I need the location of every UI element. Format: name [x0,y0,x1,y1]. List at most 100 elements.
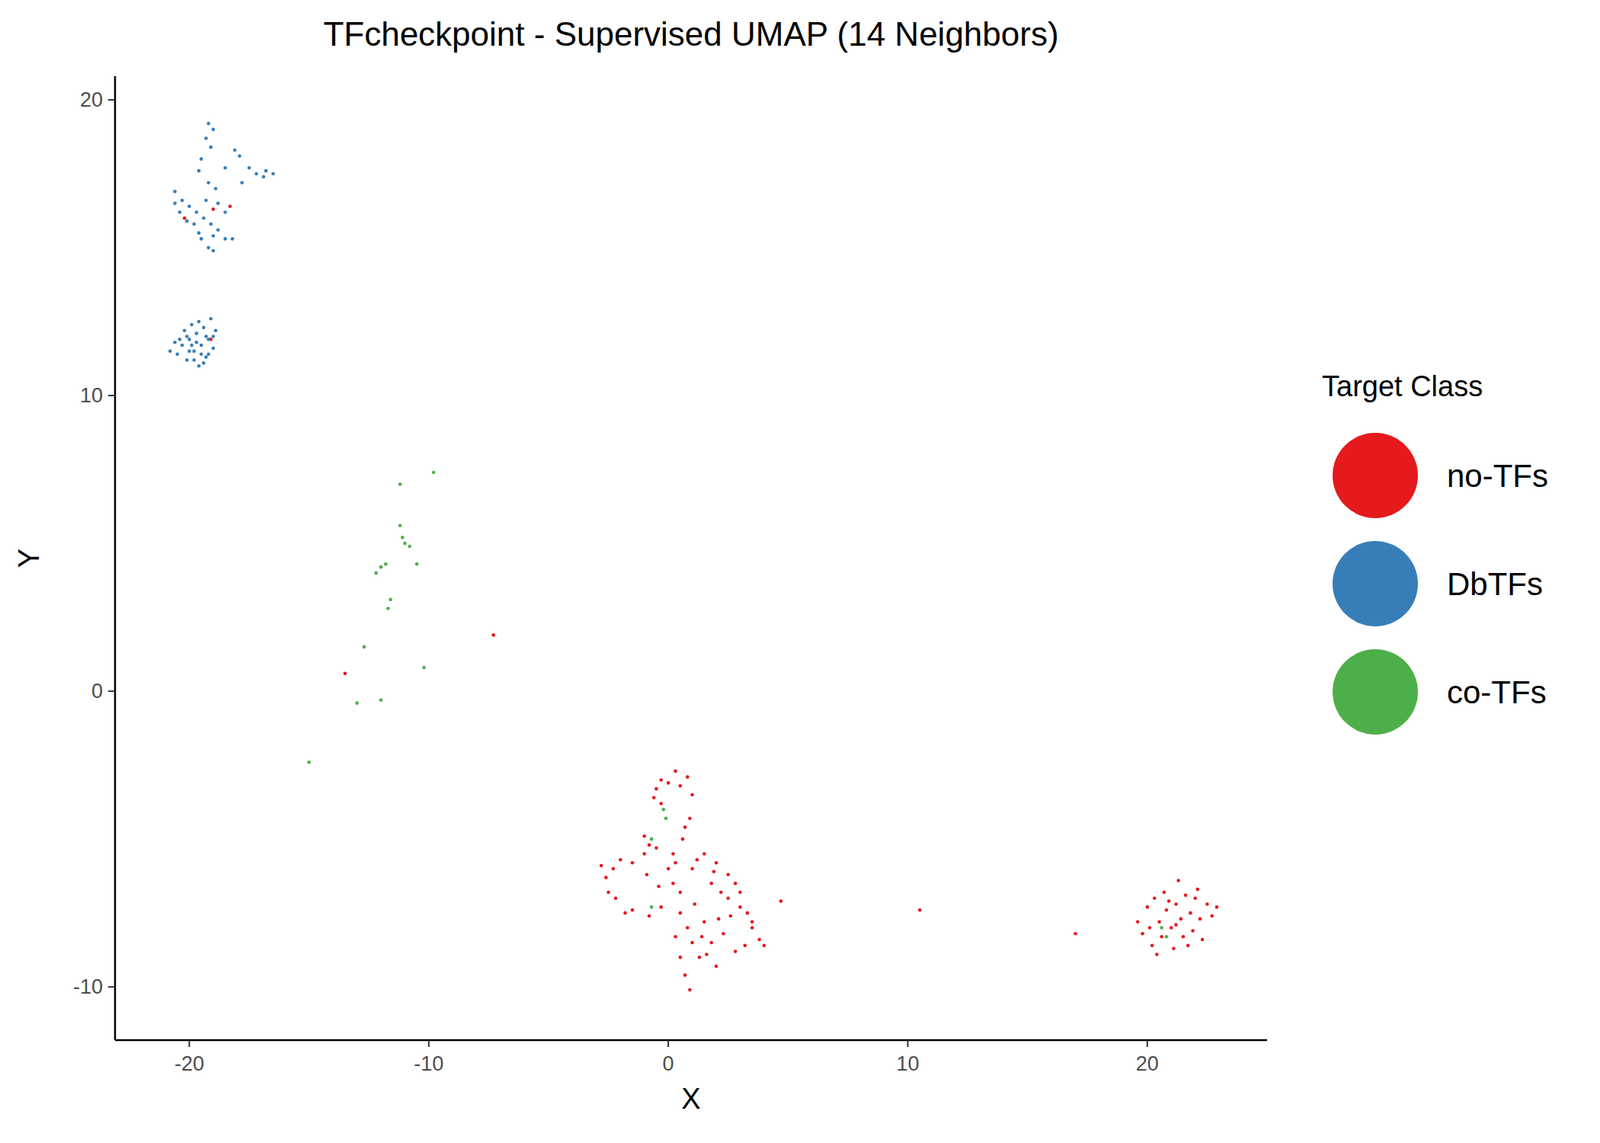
point [223,210,228,215]
point [247,166,252,170]
point [630,860,635,865]
point [750,925,755,930]
point [223,236,228,241]
point [206,352,211,356]
point [1215,905,1220,909]
point [642,851,647,856]
point [1198,917,1203,922]
point [388,598,393,602]
point [738,905,743,909]
point [614,896,618,900]
point [192,349,196,354]
point [659,777,663,782]
point [187,337,192,342]
point [1164,934,1169,939]
point [611,867,616,871]
point [1167,899,1172,903]
y-tick-label: 0 [91,679,103,703]
point [1073,931,1078,936]
point [681,837,685,842]
point [673,769,678,774]
point [172,201,177,206]
point [216,227,221,232]
point [187,204,192,208]
chart: TFcheckpoint - Supervised UMAP (14 Neigh… [0,0,1600,1143]
point [379,565,384,570]
x-axis-label: X [681,1082,701,1115]
series-0 [182,204,1219,992]
point [702,851,707,856]
x-tick-label: 0 [662,1052,675,1076]
series-2 [307,470,1168,939]
point [228,204,233,208]
y-tick [108,99,116,101]
point [1169,925,1174,930]
point [714,964,719,969]
point [688,988,692,992]
point [1196,887,1200,892]
point [649,837,654,842]
point [208,316,213,321]
legend-swatch [1332,649,1418,735]
point [714,860,719,865]
point [666,867,671,871]
x-tick [906,1040,909,1047]
point [254,172,259,176]
point [656,884,661,889]
point [400,535,405,540]
point [195,331,199,336]
point [712,870,717,874]
point [216,201,221,206]
point [642,834,647,839]
point [1157,919,1162,924]
point [168,349,173,354]
point [733,881,738,886]
point [407,544,412,549]
point [726,896,730,900]
point [386,606,391,611]
title: TFcheckpoint - Supervised UMAP (14 Neigh… [323,15,1059,53]
point [201,326,206,330]
points [168,121,1219,992]
point [1145,905,1150,909]
point [1193,896,1197,900]
point [307,760,311,765]
legend-swatch [1332,540,1418,627]
point [197,169,202,173]
point [201,361,206,365]
point [1179,917,1184,922]
point [206,121,211,126]
point [719,890,724,895]
point [211,334,216,339]
point [197,364,202,368]
point [673,934,678,939]
point [692,902,697,906]
point [206,246,211,250]
point [702,919,707,924]
point [491,633,496,637]
point [1209,914,1214,919]
point [649,905,654,909]
point [662,807,666,812]
point [195,210,199,215]
point [211,233,216,238]
point [729,914,733,919]
y-tick-label: -10 [73,975,103,999]
point [1181,934,1186,939]
point [185,334,189,339]
point [1171,946,1176,951]
point [1136,919,1140,924]
legend-swatch [1332,432,1418,519]
point [214,328,218,333]
point [199,352,204,356]
point [654,787,659,791]
point [779,899,784,903]
point [192,222,196,227]
legend-label: no-TFs [1446,457,1549,494]
point [918,908,922,912]
point [606,890,611,895]
x-tick [428,1040,430,1047]
x-tick [1146,1040,1149,1047]
point [422,665,426,670]
point [671,881,676,886]
